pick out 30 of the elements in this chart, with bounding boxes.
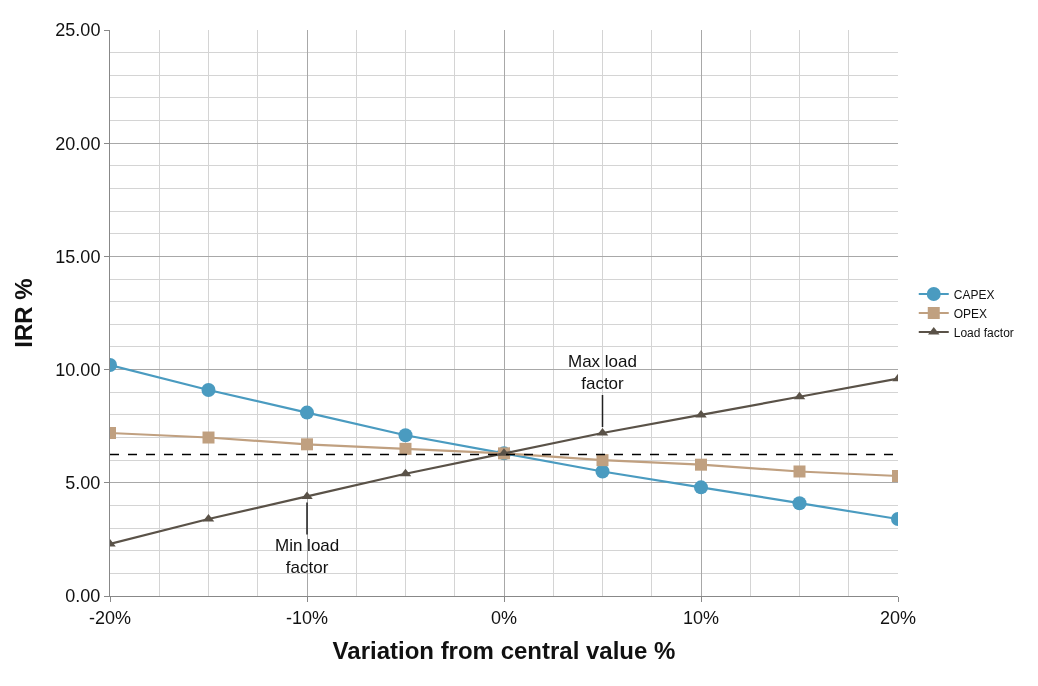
point <box>399 442 412 455</box>
point <box>694 480 708 495</box>
y-tick-label: 20.00 <box>55 133 101 154</box>
x-axis-title: Variation from central value % <box>332 636 676 664</box>
y-tick-label: 25.00 <box>55 20 101 41</box>
x-tick-label: 0% <box>490 607 518 628</box>
point <box>596 454 609 467</box>
legend-label: OPEX <box>953 306 988 321</box>
annotation: Min load factor <box>275 536 340 578</box>
annotation: Max load factor <box>568 352 637 394</box>
point <box>301 438 313 451</box>
point <box>300 405 314 420</box>
point <box>595 464 610 479</box>
x-tick-label: -20% <box>88 607 132 628</box>
y-tick-label: 5.00 <box>65 473 101 494</box>
point <box>202 431 215 444</box>
point <box>793 465 806 478</box>
y-tick-label: 0.00 <box>65 586 101 607</box>
point <box>398 428 413 443</box>
legend-label: Load factor <box>953 325 1014 340</box>
y-tick-label: 15.00 <box>55 246 101 267</box>
x-tick-label: 10% <box>682 607 720 628</box>
point <box>695 458 707 471</box>
point <box>792 496 807 511</box>
point <box>201 382 216 397</box>
legend-label: CAPEX <box>953 287 995 302</box>
y-axis-title: IRR % <box>10 278 38 348</box>
x-tick-label: 20% <box>879 607 917 628</box>
x-tick-label: -10% <box>285 607 329 628</box>
y-tick-label: 10.00 <box>55 359 101 380</box>
